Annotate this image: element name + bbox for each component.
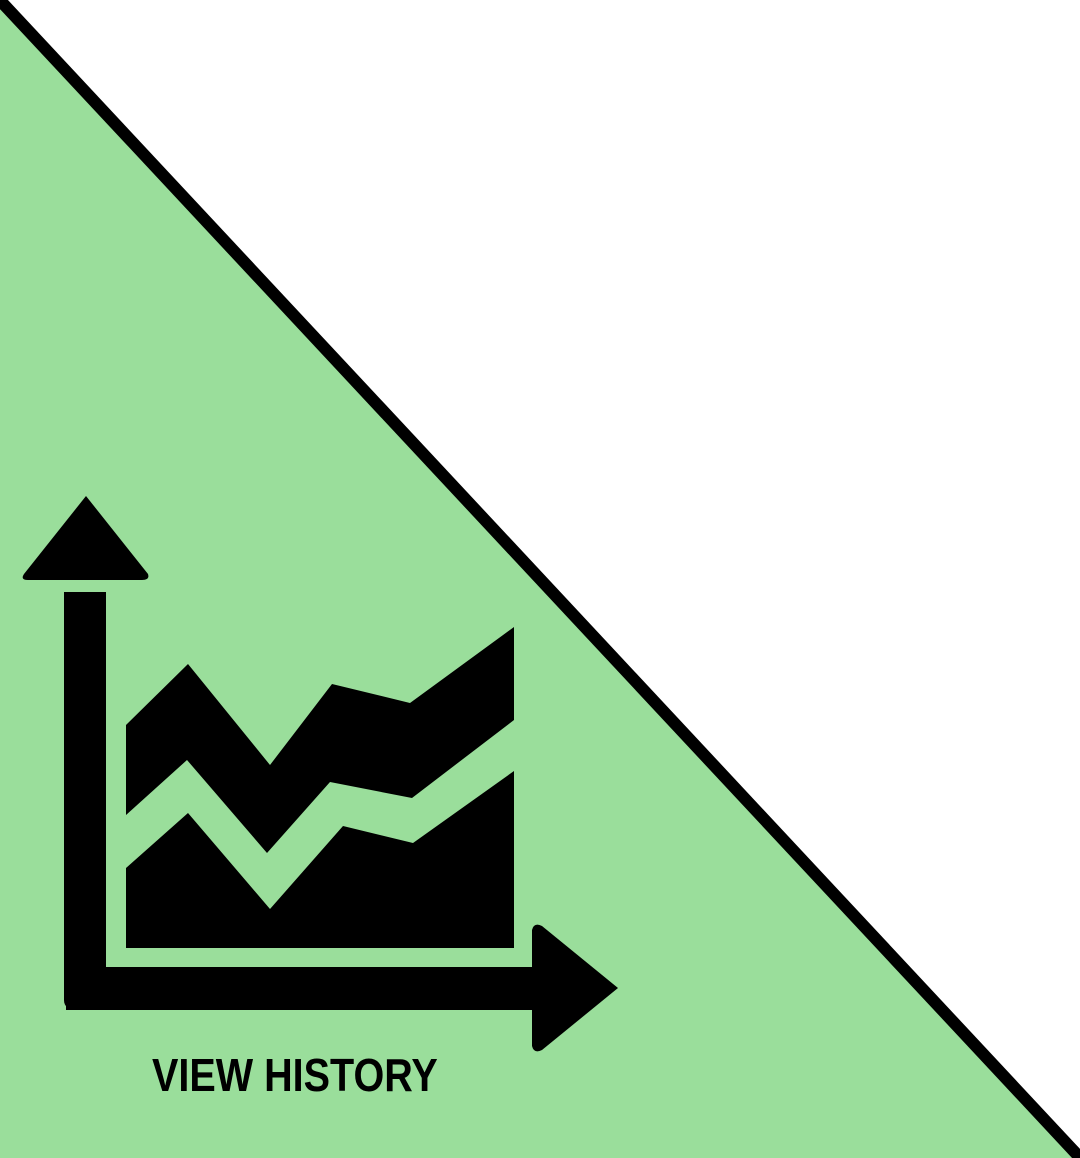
- area-chart-icon: [22, 496, 618, 1052]
- y-axis-arrow: [64, 592, 106, 1010]
- upper-band: [126, 627, 514, 853]
- x-axis-line: [66, 967, 536, 1010]
- y-axis-arrowhead: [22, 496, 149, 580]
- lower-area: [126, 771, 514, 948]
- x-axis-arrowhead: [532, 924, 618, 1052]
- view-history-label[interactable]: VIEW HISTORY: [152, 1049, 438, 1101]
